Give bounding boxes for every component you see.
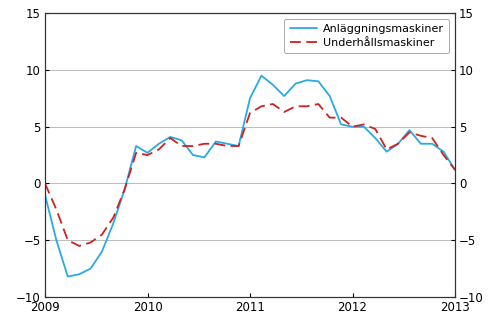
Anläggningsmaskiner <box>156 142 162 146</box>
Anläggningsmaskiner <box>418 142 424 146</box>
Underhållsmaskiner <box>270 102 276 106</box>
Anläggningsmaskiner <box>350 125 356 129</box>
Anläggningsmaskiner <box>338 122 344 126</box>
Underhållsmaskiner <box>361 122 367 126</box>
Underhållsmaskiner <box>144 153 150 157</box>
Anläggningsmaskiner <box>429 142 435 146</box>
Anläggningsmaskiner <box>452 168 458 172</box>
Anläggningsmaskiner <box>178 138 184 142</box>
Anläggningsmaskiner <box>406 128 412 132</box>
Underhållsmaskiner <box>281 110 287 114</box>
Underhållsmaskiner <box>88 241 94 245</box>
Underhållsmaskiner <box>76 244 82 248</box>
Anläggningsmaskiner <box>144 151 150 155</box>
Anläggningsmaskiner <box>304 78 310 82</box>
Underhållsmaskiner <box>42 182 48 185</box>
Underhållsmaskiner <box>202 142 207 146</box>
Underhållsmaskiner <box>247 111 253 115</box>
Anläggningsmaskiner <box>384 150 390 154</box>
Anläggningsmaskiner <box>361 125 367 129</box>
Underhållsmaskiner <box>452 168 458 172</box>
Underhållsmaskiner <box>236 144 242 148</box>
Anläggningsmaskiner <box>54 238 60 242</box>
Underhållsmaskiner <box>326 115 332 119</box>
Anläggningsmaskiner <box>133 144 139 148</box>
Underhållsmaskiner <box>292 104 298 108</box>
Anläggningsmaskiner <box>316 79 322 83</box>
Anläggningsmaskiner <box>372 136 378 140</box>
Underhållsmaskiner <box>418 134 424 138</box>
Anläggningsmaskiner <box>76 272 82 276</box>
Anläggningsmaskiner <box>168 135 173 139</box>
Underhållsmaskiner <box>122 187 128 191</box>
Underhållsmaskiner <box>406 130 412 134</box>
Anläggningsmaskiner <box>258 74 264 78</box>
Underhållsmaskiner <box>350 125 356 129</box>
Anläggningsmaskiner <box>42 193 48 197</box>
Underhållsmaskiner <box>213 142 219 146</box>
Line: Anläggningsmaskiner: Anläggningsmaskiner <box>45 76 455 277</box>
Anläggningsmaskiner <box>202 155 207 159</box>
Anläggningsmaskiner <box>190 153 196 157</box>
Anläggningsmaskiner <box>122 187 128 191</box>
Underhållsmaskiner <box>110 215 116 219</box>
Underhållsmaskiner <box>338 115 344 119</box>
Underhållsmaskiner <box>384 148 390 151</box>
Anläggningsmaskiner <box>270 83 276 87</box>
Anläggningsmaskiner <box>88 267 94 271</box>
Anläggningsmaskiner <box>326 94 332 98</box>
Underhållsmaskiner <box>99 233 105 237</box>
Line: Underhållsmaskiner: Underhållsmaskiner <box>45 104 455 246</box>
Underhållsmaskiner <box>372 127 378 131</box>
Underhållsmaskiner <box>178 144 184 148</box>
Anläggningsmaskiner <box>247 96 253 100</box>
Underhållsmaskiner <box>54 208 60 212</box>
Underhållsmaskiner <box>258 104 264 108</box>
Underhållsmaskiner <box>316 102 322 106</box>
Anläggningsmaskiner <box>236 144 242 148</box>
Anläggningsmaskiner <box>281 94 287 98</box>
Anläggningsmaskiner <box>440 150 446 154</box>
Underhållsmaskiner <box>440 153 446 157</box>
Anläggningsmaskiner <box>224 142 230 146</box>
Underhållsmaskiner <box>168 136 173 140</box>
Underhållsmaskiner <box>395 142 401 146</box>
Underhållsmaskiner <box>429 136 435 140</box>
Underhållsmaskiner <box>304 104 310 108</box>
Anläggningsmaskiner <box>395 142 401 146</box>
Underhållsmaskiner <box>224 144 230 148</box>
Legend: Anläggningsmaskiner, Underhållsmaskiner: Anläggningsmaskiner, Underhållsmaskiner <box>284 19 450 53</box>
Underhållsmaskiner <box>65 238 71 242</box>
Anläggningsmaskiner <box>292 82 298 85</box>
Anläggningsmaskiner <box>110 221 116 225</box>
Anläggningsmaskiner <box>213 140 219 144</box>
Underhållsmaskiner <box>133 151 139 155</box>
Anläggningsmaskiner <box>99 249 105 253</box>
Underhållsmaskiner <box>156 148 162 151</box>
Underhållsmaskiner <box>190 144 196 148</box>
Anläggningsmaskiner <box>65 275 71 279</box>
